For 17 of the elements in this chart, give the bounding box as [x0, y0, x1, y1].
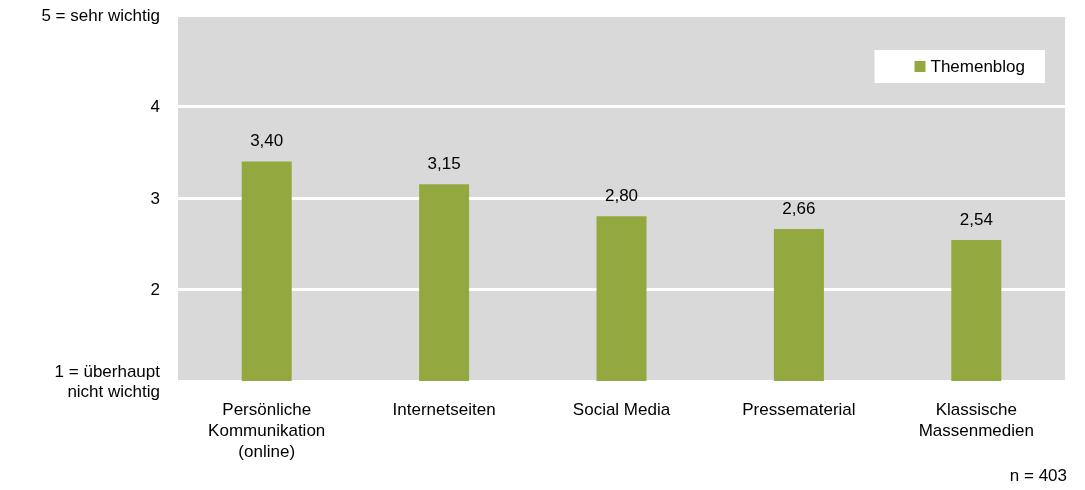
- data-label: 2,54: [959, 210, 993, 230]
- data-label: 3,40: [250, 131, 284, 151]
- x-tick-label: Internetseiten: [392, 400, 496, 419]
- y-tick-label: 2: [150, 280, 160, 299]
- x-tick-label: Pressematerial: [742, 400, 856, 419]
- y-tick-label: 4: [150, 97, 160, 116]
- legend-label: Themenblog: [930, 57, 1026, 76]
- text: n = 403: [1009, 466, 1068, 485]
- data-label: 2,66: [782, 199, 816, 219]
- y-tick-label: 3: [150, 188, 160, 208]
- data-label: 3,15: [427, 154, 461, 174]
- x-tick-label: Persönliche Kommunikation (online): [208, 400, 326, 461]
- y-tick-label: 5 = sehr wichtig: [41, 5, 160, 25]
- x-tick-label: Social Media: [572, 400, 671, 419]
- data-label: 2,80: [604, 186, 639, 206]
- x-tick-label: Klassische Massenmedien: [918, 400, 1034, 440]
- y-tick-label: 1 = überhaupt nicht wichtig: [54, 361, 161, 401]
